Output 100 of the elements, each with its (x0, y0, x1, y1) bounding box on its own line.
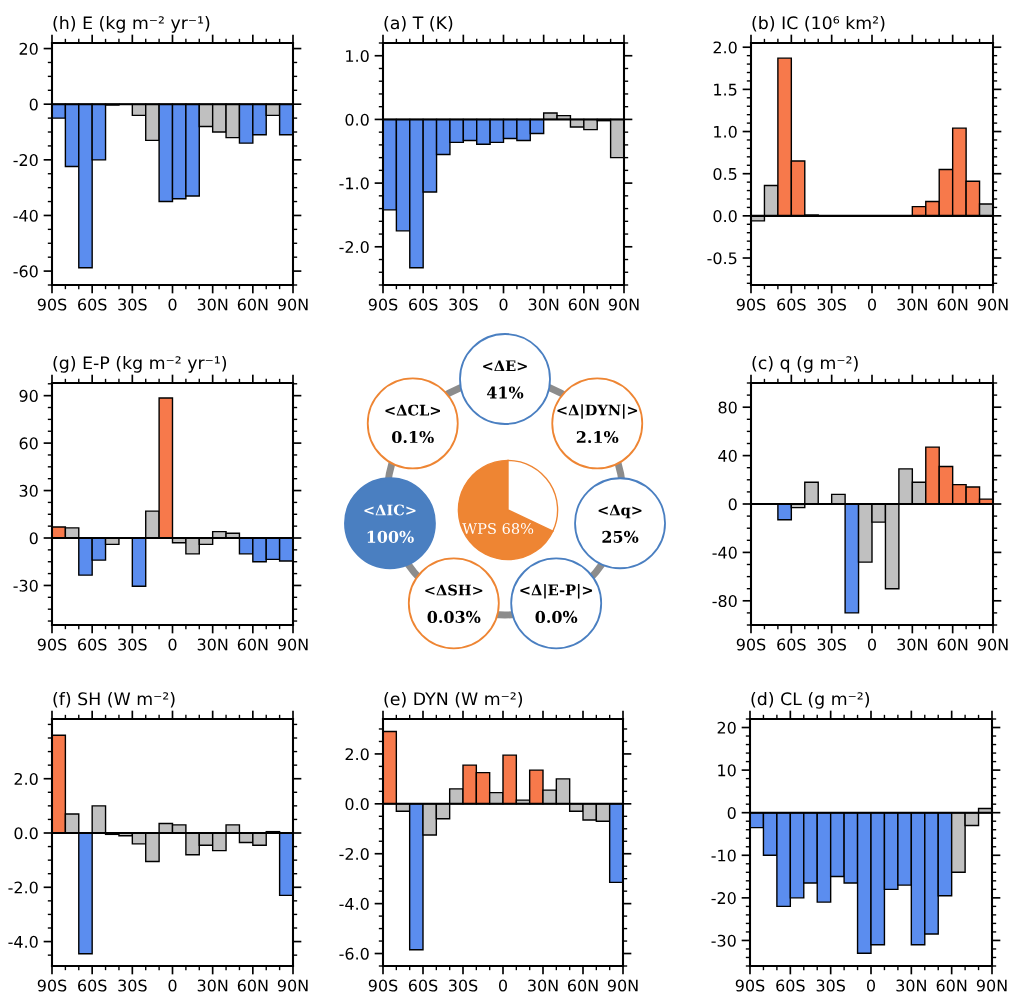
y-tick-label: 10 (718, 764, 736, 777)
data-label: 100% (367, 530, 414, 543)
y-tick-label: 90 (19, 389, 38, 402)
y-tick-label: 2.0 (713, 41, 737, 54)
y-tick-label: 0.5 (713, 167, 737, 180)
y-tick-label: -2.0 (8, 881, 38, 894)
data-label: 2.1% (576, 430, 619, 444)
data-label: 25% (602, 530, 639, 543)
y-tick-label: 1.0 (346, 49, 369, 63)
y-tick-label: 60 (19, 437, 38, 450)
x-tick-label: 30N (528, 979, 558, 992)
x-tick-label: 60S (408, 979, 438, 992)
x-tick-label: 60N (936, 979, 967, 992)
chart-title: (a) T (K) (384, 15, 453, 32)
x-tick-label: 60S (409, 298, 438, 311)
x-tick-label: 30S (817, 638, 847, 651)
y-tick-label: 0 (727, 806, 736, 819)
x-tick-label: 90S (37, 638, 67, 651)
y-tick-label: -1.0 (339, 177, 369, 190)
x-tick-label: 90N (607, 979, 638, 992)
x-tick-label: 30S (816, 979, 846, 992)
x-tick-label: 90N (977, 638, 1008, 651)
y-tick-label: 20 (717, 721, 736, 734)
chart-title: (e) DYN (W m⁻²) (384, 691, 523, 708)
y-tick-label: -10 (711, 849, 736, 862)
y-tick-label: -60 (13, 265, 38, 278)
x-tick-label: 60S (78, 298, 107, 311)
data-label: 0.1% (392, 430, 434, 444)
y-tick-label: 30 (19, 484, 38, 497)
category-label: <ΔCL> (385, 404, 440, 416)
x-tick-label: 0 (168, 979, 177, 992)
x-tick-label: 90N (277, 298, 308, 311)
y-tick-label: -4.0 (8, 935, 38, 948)
data-label: 0.0% (535, 610, 578, 623)
x-tick-label: 0 (498, 979, 508, 992)
y-tick-label: -2.0 (339, 847, 369, 861)
x-tick-label: 60N (237, 298, 268, 311)
x-tick-label: 30N (197, 979, 228, 992)
x-tick-label: 60N (568, 298, 599, 311)
x-tick-label: 60N (237, 979, 268, 992)
y-tick-label: -0.5 (707, 252, 737, 265)
x-tick-label: 30S (817, 298, 847, 311)
x-tick-label: 90S (735, 979, 765, 992)
x-tick-label: 60S (78, 638, 107, 651)
y-tick-label: -40 (712, 546, 737, 559)
x-tick-label: 0 (499, 298, 508, 311)
x-tick-label: 30S (118, 638, 147, 651)
y-tick-label: 0.0 (345, 113, 369, 126)
text: WPS 68% (462, 523, 534, 535)
x-tick-label: 0 (867, 298, 877, 311)
chart-title: (f) SH (W m⁻²) (53, 691, 175, 708)
x-tick-label: 0 (867, 638, 877, 651)
x-tick-label: 60N (937, 298, 968, 311)
x-tick-label: 0 (168, 638, 177, 651)
y-tick-label: 0.0 (713, 210, 737, 223)
x-tick-label: 60S (777, 638, 806, 651)
x-tick-label: 30N (528, 298, 559, 311)
y-tick-label: -30 (13, 579, 38, 592)
x-tick-label: 90N (976, 979, 1007, 992)
y-tick-label: 0 (29, 98, 38, 111)
data-label: 0.03% (427, 610, 481, 623)
x-tick-label: 60N (937, 638, 968, 651)
y-tick-label: 1.5 (714, 83, 737, 96)
x-tick-label: 30N (897, 298, 927, 311)
category-label: <ΔIC> (364, 504, 416, 516)
x-tick-label: 90N (608, 298, 639, 311)
x-tick-label: 90N (277, 979, 308, 992)
y-tick-label: -80 (712, 595, 737, 608)
x-tick-label: 90N (977, 298, 1008, 311)
category-label: <Δ|E-P|> (520, 584, 593, 599)
y-tick-label: -30 (711, 934, 736, 947)
category-label: <ΔSH> (425, 584, 483, 596)
x-tick-label: 90N (277, 638, 308, 651)
x-tick-label: 30N (896, 979, 926, 992)
category-label: <Δ|DYN|> (557, 404, 638, 419)
y-tick-label: -20 (711, 892, 736, 905)
chart-title: (b) IC (10⁶ km²) (752, 15, 885, 32)
x-tick-label: 60S (78, 979, 107, 992)
y-tick-label: 40 (718, 449, 737, 462)
y-tick-label: 2.0 (14, 772, 38, 786)
x-tick-label: 90S (37, 298, 67, 311)
x-tick-label: 90S (736, 638, 766, 651)
y-tick-label: 0.0 (345, 798, 369, 811)
x-tick-label: 90S (368, 298, 398, 311)
y-tick-label: -2.0 (339, 241, 369, 254)
x-tick-label: 30S (118, 298, 147, 311)
x-tick-label: 30S (118, 979, 147, 992)
category-label: <Δq> (598, 504, 642, 519)
y-tick-label: -6.0 (339, 947, 369, 960)
y-tick-label: -20 (13, 154, 38, 167)
y-tick-label: -40 (13, 209, 38, 222)
y-tick-label: -4.0 (339, 897, 369, 910)
y-tick-label: 2.0 (345, 748, 369, 761)
x-tick-label: 30N (197, 638, 228, 651)
y-tick-label: 20 (19, 42, 38, 55)
x-tick-label: 60N (567, 979, 598, 992)
chart-title: (c) q (g m⁻²) (752, 355, 858, 373)
x-tick-label: 0 (168, 298, 177, 311)
data-label: 41% (486, 386, 524, 399)
x-tick-label: 90S (368, 979, 398, 992)
